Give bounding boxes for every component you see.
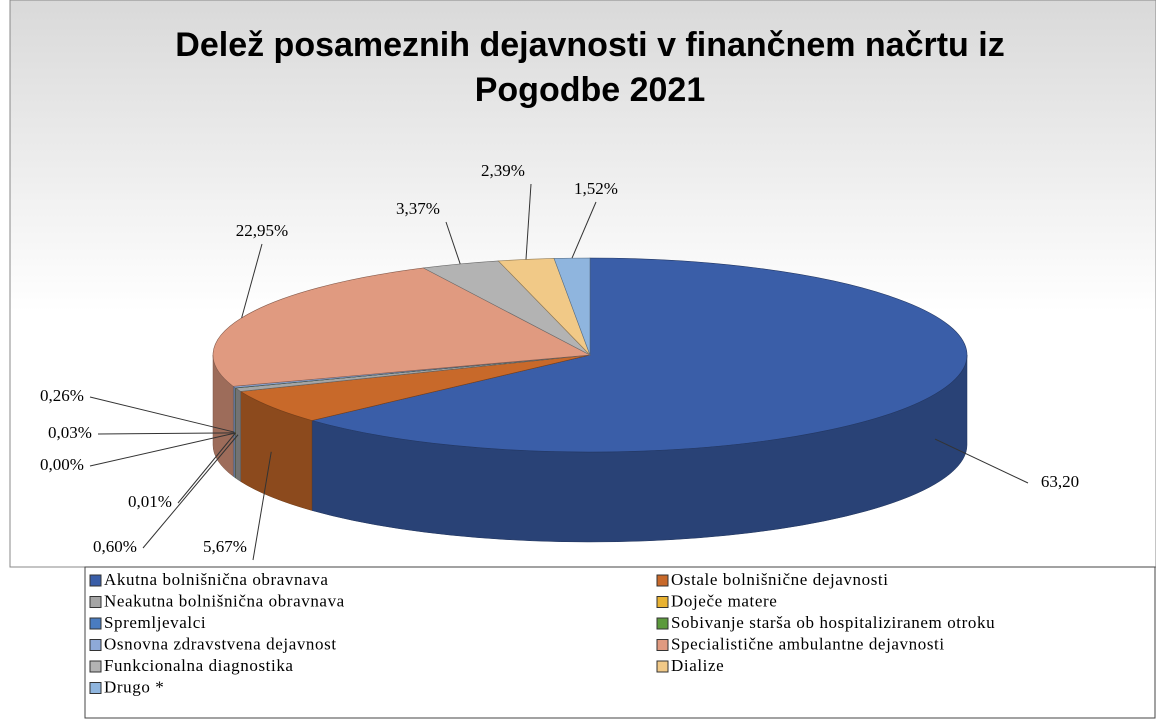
legend-label: Funkcionalna diagnostika (104, 656, 294, 675)
legend-label: Specialistične ambulantne dejavnosti (671, 634, 945, 653)
legend-label: Ostale bolnišnične dejavnosti (671, 570, 889, 589)
legend-swatch (89, 660, 102, 673)
data-label: 2,39% (481, 161, 525, 180)
slice-side (235, 387, 241, 482)
legend-label: Akutna bolnišnična obravnava (104, 570, 329, 589)
data-label: 22,95% (236, 221, 288, 240)
legend-label: Spremljevalci (104, 613, 206, 632)
slice (212, 267, 592, 387)
leader-line (252, 451, 272, 561)
data-label: 0,00% (40, 455, 84, 474)
legend-label: Dialize (671, 656, 724, 675)
chart-title: Delež posameznih dejavnosti v finančnem … (175, 26, 1004, 109)
leader-line (89, 432, 236, 467)
data-label: 1,52% (574, 179, 618, 198)
leader-line (445, 221, 461, 265)
legend-swatch (89, 639, 102, 651)
legend-label: Osnovna zdravstvena dejavnost (104, 634, 337, 653)
pie (89, 183, 1029, 561)
legend-swatch (89, 574, 102, 587)
leader-line (97, 432, 236, 435)
leader-line (177, 432, 236, 504)
legend-swatch (656, 660, 669, 673)
leader-line (89, 396, 235, 433)
data-label: 0,03% (48, 423, 92, 442)
legend-label: Drugo * (104, 677, 164, 696)
legend-label: Sobivanje starša ob hospitaliziranem otr… (671, 613, 995, 632)
legend-label: Doječe matere (671, 591, 777, 610)
leader-line (571, 201, 597, 259)
legend-box (84, 566, 1156, 719)
data-label: 0,01% (128, 492, 172, 511)
legend-swatch (656, 596, 669, 608)
legend-swatch (656, 574, 669, 587)
leader-line (142, 434, 239, 549)
legend-label: Neakutna bolnišnična obravnava (104, 591, 345, 610)
legend-swatch (89, 596, 102, 608)
data-label: 3,37% (396, 199, 440, 218)
slice (239, 354, 591, 421)
leader-line (525, 183, 532, 260)
data-label: 5,67% (203, 537, 247, 556)
legend-swatch (89, 617, 102, 630)
data-label: 0,60% (93, 537, 137, 556)
leader-line (241, 243, 263, 319)
leader-line (934, 438, 1029, 484)
data-label: 0,26% (40, 386, 84, 405)
legend-swatch (89, 682, 102, 694)
data-label: 63,20 (1041, 472, 1079, 491)
legend-swatch (656, 639, 669, 651)
slice (311, 257, 968, 453)
legend-swatch (656, 617, 669, 630)
